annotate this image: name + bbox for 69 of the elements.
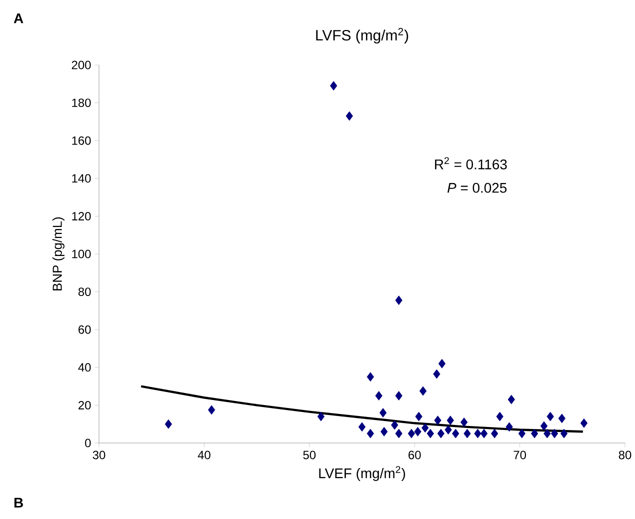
y-tick-label: 40: [78, 363, 91, 372]
point: [358, 422, 366, 432]
point: [452, 428, 460, 438]
point: [395, 428, 402, 438]
point: [415, 412, 422, 422]
point: [395, 296, 402, 306]
x-tick-label: 40: [198, 450, 210, 460]
point: [546, 412, 554, 422]
point: [506, 422, 513, 432]
point: [560, 428, 568, 438]
y-tick-label: 20: [78, 400, 91, 410]
point: [464, 428, 471, 438]
chart-title: LVFS (mg/m$^{2}$): [316, 28, 408, 44]
point: [474, 428, 482, 438]
point: [408, 428, 416, 438]
point: [540, 421, 548, 431]
point: [366, 372, 374, 382]
point: [422, 423, 429, 433]
y-tick-label: 160: [72, 136, 91, 145]
point: [434, 416, 442, 426]
point: [480, 428, 488, 438]
point: [208, 405, 216, 415]
point: [391, 420, 398, 430]
point: [395, 391, 402, 400]
point: [530, 428, 538, 438]
annotation: P = 0.025: [447, 182, 507, 193]
point: [550, 428, 558, 438]
point: [518, 428, 526, 438]
y-tick-label: 100: [72, 250, 91, 258]
x-tick-label: 70: [514, 450, 526, 460]
x-tick-label: 30: [92, 450, 106, 460]
x-tick-label: 80: [618, 450, 632, 460]
point: [414, 426, 422, 436]
point: [317, 412, 325, 422]
point: [437, 428, 444, 438]
point: [438, 358, 446, 368]
point: [444, 425, 452, 434]
y-tick-label: 180: [72, 98, 91, 108]
annotation: R$^{2}$ = 0.1163: [435, 157, 507, 170]
point: [496, 412, 504, 422]
text: B: [14, 498, 23, 508]
y-tick-label: 60: [78, 325, 91, 334]
x-tick-label: 60: [408, 450, 421, 460]
point: [419, 386, 427, 396]
point: [544, 428, 551, 438]
point: [330, 81, 338, 90]
y-tick-label: 120: [72, 212, 91, 220]
point: [366, 428, 374, 438]
point: [460, 418, 468, 427]
point: [490, 428, 498, 438]
point: [379, 408, 387, 418]
point: [580, 418, 588, 428]
y-tick-label: 0: [85, 438, 91, 448]
point: [375, 391, 382, 400]
point: [446, 416, 454, 426]
y-tick-label: 140: [72, 174, 91, 183]
y-tick-label: 80: [78, 288, 91, 296]
y-axis-title: BNP (pg/mL): [52, 217, 64, 290]
point: [380, 426, 388, 436]
x-tick-label: 50: [303, 450, 316, 460]
point: [164, 419, 172, 429]
point: [426, 428, 434, 438]
text: A: [14, 14, 24, 24]
point: [433, 369, 440, 379]
y-tick-label: 200: [72, 60, 91, 70]
point: [508, 394, 515, 404]
point: [346, 111, 353, 121]
x-axis-title: LVEF (mg/m$^{2}$): [319, 466, 406, 481]
point: [558, 414, 566, 424]
